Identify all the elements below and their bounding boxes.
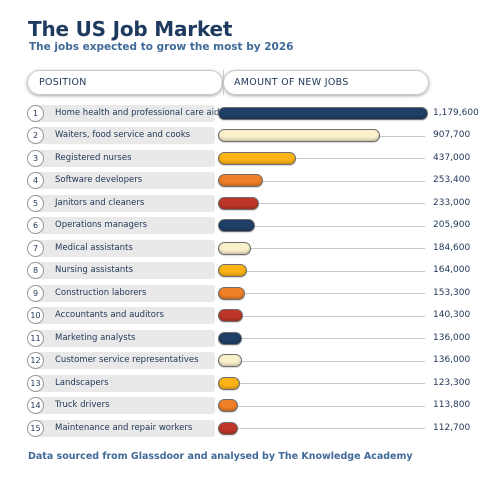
bar-track-line (225, 271, 425, 272)
row-background (35, 104, 215, 122)
row-background (35, 374, 215, 392)
value-label: 136,000 (433, 332, 471, 343)
rank-number: 1 (27, 104, 44, 122)
amount-column-header: AMOUNT OF NEW JOBS (234, 77, 349, 88)
bar-track-line (225, 361, 425, 362)
rank-number: 10 (27, 307, 44, 324)
position-label: Nursing assistants (55, 265, 134, 275)
chart-title: The US Job Market (28, 17, 233, 41)
position-label: Registered nurses (55, 152, 132, 163)
row-background (35, 397, 215, 414)
value-label: 253,400 (433, 175, 471, 185)
position-label: Software developers (55, 175, 143, 185)
bar (218, 354, 243, 367)
position-label: Customer service representatives (55, 355, 199, 365)
rank-number: 13 (27, 374, 44, 392)
bar-track-line (225, 181, 425, 182)
value-label: 437,000 (433, 152, 471, 163)
chart-subtitle: The jobs expected to grow the most by 20… (29, 41, 294, 53)
value-label: 233,000 (433, 197, 471, 208)
value-label: 153,300 (433, 287, 471, 298)
bar (218, 196, 260, 210)
bar (218, 331, 243, 345)
rank-number: 11 (27, 329, 44, 347)
position-label: Truck drivers (55, 400, 110, 410)
header-divider (223, 70, 224, 95)
bar (218, 421, 239, 435)
position-label: Home health and professional care aides (55, 107, 230, 118)
position-label: Construction laborers (55, 287, 147, 298)
position-label: Operations managers (55, 220, 148, 230)
bar-track-line (225, 316, 425, 317)
value-label: 907,700 (433, 130, 471, 140)
value-label: 1,179,600 (433, 107, 479, 118)
bar (218, 151, 296, 165)
amount-header-pill (223, 70, 429, 95)
bar-track-line (225, 383, 425, 384)
position-header-pill (27, 70, 223, 95)
position-label: Waiters, food service and cooks (55, 130, 191, 140)
value-label: 164,000 (433, 265, 471, 275)
rank-number: 7 (27, 239, 44, 257)
bar (218, 286, 246, 300)
bar (218, 106, 428, 120)
bar (218, 241, 251, 255)
bar (218, 399, 239, 412)
value-label: 140,300 (433, 310, 471, 320)
rank-number: 9 (27, 284, 44, 302)
value-label: 205,900 (433, 220, 471, 230)
rank-number: 5 (27, 194, 44, 212)
bar-track-line (225, 158, 425, 159)
bar (218, 219, 255, 232)
bar-track-line (225, 226, 425, 227)
row-background (35, 239, 215, 257)
value-label: 123,300 (433, 377, 471, 388)
row-background (35, 149, 215, 167)
rank-number: 15 (27, 419, 44, 437)
position-label: Marketing analysts (55, 332, 136, 343)
row-background (35, 419, 215, 437)
value-label: 184,600 (433, 242, 471, 253)
row-background (35, 284, 215, 302)
footer-source: Data sourced from Glassdoor and analysed… (28, 451, 413, 462)
bar-track-line (225, 203, 425, 204)
row-background (35, 352, 215, 369)
position-label: Janitors and cleaners (55, 197, 145, 208)
rank-number: 14 (27, 397, 44, 414)
position-label: Medical assistants (55, 242, 133, 253)
bar (218, 376, 240, 390)
bar-track-line (225, 406, 425, 407)
row-background (35, 262, 215, 279)
bar (218, 174, 264, 187)
row-background (35, 307, 215, 324)
bar (218, 264, 248, 277)
bar (218, 129, 380, 142)
row-background (35, 194, 215, 212)
bar-track-line (225, 293, 425, 294)
bar (218, 309, 243, 322)
value-label: 113,800 (433, 400, 471, 410)
row-background (35, 329, 215, 347)
bar-track-line (225, 338, 425, 339)
value-label: 136,000 (433, 355, 471, 365)
rank-number: 12 (27, 352, 44, 369)
position-label: Landscapers (55, 377, 109, 388)
row-background (35, 217, 215, 234)
bar-track-line (225, 248, 425, 249)
position-label: Maintenance and repair workers (55, 422, 193, 433)
bar-track-line (225, 428, 425, 429)
rank-number: 6 (27, 217, 44, 234)
position-column-header: POSITION (39, 77, 87, 88)
rank-number: 4 (27, 172, 44, 189)
value-label: 112,700 (433, 422, 471, 433)
position-label: Accountants and auditors (55, 310, 164, 320)
row-background (35, 127, 215, 144)
rank-number: 3 (27, 149, 44, 167)
row-background (35, 172, 215, 189)
rank-number: 8 (27, 262, 44, 279)
rank-number: 2 (27, 127, 44, 144)
